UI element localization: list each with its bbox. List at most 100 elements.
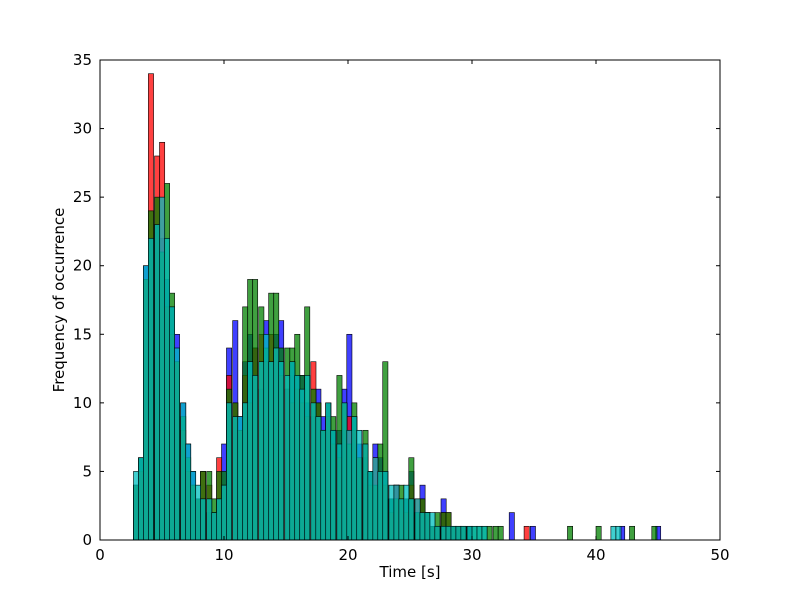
histogram-bar xyxy=(341,402,348,541)
histogram-bar xyxy=(138,457,144,541)
histogram-bar xyxy=(346,429,353,541)
histogram-bar xyxy=(466,525,473,541)
histogram-bar xyxy=(408,498,415,541)
histogram-bar xyxy=(216,498,223,541)
histogram-bar xyxy=(242,402,249,541)
histogram-bar xyxy=(486,525,493,541)
histogram-bar xyxy=(367,471,374,541)
histogram-bar xyxy=(154,224,161,541)
histogram-bar xyxy=(424,512,431,541)
histogram-bar xyxy=(232,416,239,541)
histogram-bar xyxy=(508,512,515,541)
histogram-bar xyxy=(294,375,301,541)
histogram-bar xyxy=(595,525,602,541)
histogram-bar xyxy=(398,498,405,541)
histogram-bar xyxy=(372,457,379,541)
y-tick-label: 10 xyxy=(73,394,92,412)
histogram-series-4 xyxy=(133,196,622,541)
y-tick-label: 25 xyxy=(73,188,92,206)
histogram-bar xyxy=(289,361,296,541)
histogram-bar xyxy=(336,443,343,541)
x-tick-label: 10 xyxy=(214,546,233,564)
histogram-bar xyxy=(497,525,504,541)
histogram-bar xyxy=(268,361,275,541)
x-tick-label: 40 xyxy=(586,546,605,564)
y-tick-label: 30 xyxy=(73,120,92,138)
histogram-bar xyxy=(455,525,462,541)
histogram-bar xyxy=(195,484,201,541)
histogram-bar xyxy=(567,525,573,541)
histogram-bar xyxy=(206,498,213,541)
histogram-bar xyxy=(529,525,536,541)
histogram-bar xyxy=(226,402,232,541)
x-tick-label: 20 xyxy=(338,546,357,564)
histogram-bar xyxy=(320,429,327,541)
histogram-bar xyxy=(200,498,206,541)
histogram-bar xyxy=(211,512,218,541)
histogram-bar xyxy=(471,525,478,541)
histogram-bar xyxy=(445,525,452,541)
histogram-bar xyxy=(382,471,389,541)
histogram-bar xyxy=(284,375,291,541)
histogram-bar xyxy=(143,265,149,541)
histogram-bar xyxy=(460,525,467,541)
y-tick-label: 15 xyxy=(73,325,92,343)
histogram-bar xyxy=(629,525,635,541)
histogram-bar xyxy=(523,525,530,541)
histogram-bar xyxy=(651,525,658,541)
y-tick-label: 20 xyxy=(73,257,92,275)
histogram-bar xyxy=(403,484,410,541)
histogram-bar xyxy=(330,429,337,541)
histogram-bar xyxy=(377,471,384,541)
x-tick-label: 30 xyxy=(462,546,481,564)
histogram-bar xyxy=(190,471,197,541)
histogram-bar xyxy=(263,333,270,541)
plot-frame xyxy=(99,59,721,541)
y-axis-label: Frequency of occurrence xyxy=(50,208,68,393)
histogram-bar xyxy=(610,525,617,541)
histogram-bar xyxy=(174,347,180,541)
ticks-layer: 0 10 20 30 40 50 0 5 10 15 20 25 30 35 xyxy=(73,51,730,564)
histogram-bar xyxy=(133,471,139,541)
histogram-bar xyxy=(351,416,358,541)
histogram-bar xyxy=(148,237,154,541)
histogram-bar xyxy=(481,525,488,541)
histogram-bar xyxy=(185,443,192,541)
histogram-bar xyxy=(450,525,457,541)
histogram-bar xyxy=(221,484,228,541)
histogram-bar xyxy=(434,525,441,541)
y-tick-label: 0 xyxy=(82,531,92,549)
histogram-bar xyxy=(164,237,170,541)
histogram-bar xyxy=(362,443,369,541)
histogram-bar xyxy=(615,525,622,541)
histogram-bar xyxy=(476,525,483,541)
y-tick-label: 5 xyxy=(82,462,92,480)
histogram-bar xyxy=(492,525,499,541)
histogram-bar xyxy=(299,388,306,541)
histogram-bar xyxy=(310,402,317,541)
histogram-bar xyxy=(414,498,421,541)
histogram-bar xyxy=(304,375,311,541)
histogram-bar xyxy=(258,361,265,541)
histogram-bar xyxy=(247,361,254,541)
histogram-bar xyxy=(169,306,175,541)
histogram-bar xyxy=(388,484,395,541)
histogram-bar xyxy=(419,512,426,541)
histogram-bar xyxy=(440,525,447,541)
histogram-bar xyxy=(393,484,400,541)
x-tick-label: 0 xyxy=(95,546,105,564)
y-tick-label: 35 xyxy=(73,51,92,69)
histogram-bar xyxy=(237,416,244,541)
x-axis-label: Time [s] xyxy=(379,563,441,581)
histogram-bar xyxy=(429,512,436,541)
histogram-bar xyxy=(180,402,187,541)
histogram-bar xyxy=(252,375,259,541)
histogram-bar xyxy=(356,429,363,541)
histogram-bar xyxy=(315,416,322,541)
histogram-bar xyxy=(159,196,166,541)
histogram-bar xyxy=(278,361,285,541)
histogram-bar xyxy=(273,347,280,541)
x-tick-label: 50 xyxy=(710,546,729,564)
histogram-bar xyxy=(325,402,332,541)
